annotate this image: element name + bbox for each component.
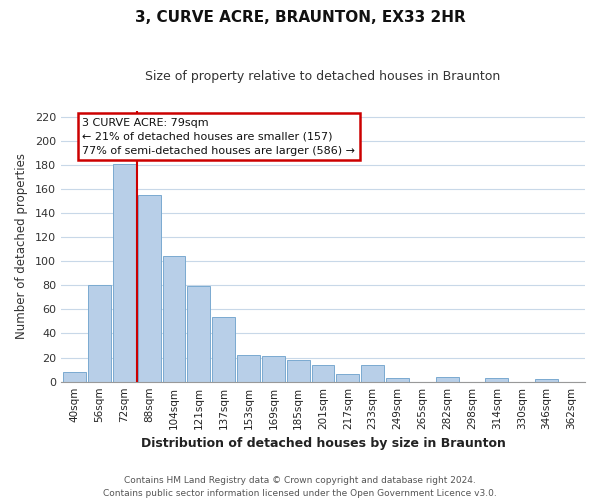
Bar xyxy=(386,378,409,382)
Bar xyxy=(138,195,161,382)
Text: Contains HM Land Registry data © Crown copyright and database right 2024.
Contai: Contains HM Land Registry data © Crown c… xyxy=(103,476,497,498)
Bar xyxy=(187,286,210,382)
Bar xyxy=(361,365,384,382)
Text: 3 CURVE ACRE: 79sqm
← 21% of detached houses are smaller (157)
77% of semi-detac: 3 CURVE ACRE: 79sqm ← 21% of detached ho… xyxy=(82,118,355,156)
X-axis label: Distribution of detached houses by size in Braunton: Distribution of detached houses by size … xyxy=(140,437,505,450)
Title: Size of property relative to detached houses in Braunton: Size of property relative to detached ho… xyxy=(145,70,500,83)
Bar xyxy=(436,377,458,382)
Bar xyxy=(311,365,334,382)
Bar xyxy=(88,286,111,382)
Bar xyxy=(212,316,235,382)
Text: 3, CURVE ACRE, BRAUNTON, EX33 2HR: 3, CURVE ACRE, BRAUNTON, EX33 2HR xyxy=(134,10,466,25)
Bar xyxy=(262,356,285,382)
Bar xyxy=(63,372,86,382)
Bar xyxy=(287,360,310,382)
Bar xyxy=(337,374,359,382)
Bar xyxy=(113,164,136,382)
Bar xyxy=(237,355,260,382)
Bar xyxy=(535,380,558,382)
Y-axis label: Number of detached properties: Number of detached properties xyxy=(15,153,28,339)
Bar xyxy=(163,256,185,382)
Bar xyxy=(485,378,508,382)
